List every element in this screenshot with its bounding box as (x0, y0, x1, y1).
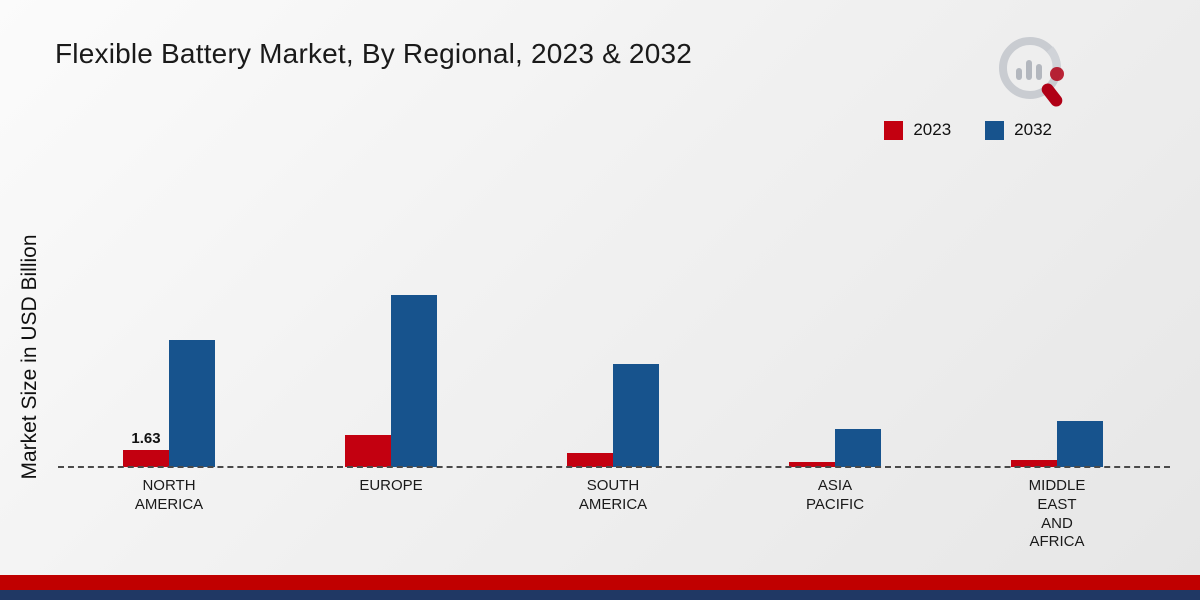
footer-navy-strip (0, 590, 1200, 600)
bar-2032-europe (391, 295, 437, 467)
bar-2032-north-america (169, 340, 215, 467)
bar-2023-south-america (567, 453, 613, 467)
category-label-europe: EUROPE (359, 477, 423, 494)
zero-baseline (58, 466, 1170, 468)
bar-2032-south-america (613, 364, 659, 467)
bar-wrap-2032-south-america (613, 364, 659, 467)
bar-wrap-2032-asia-pacific (835, 429, 881, 467)
bar-wrap-2023-south-america (567, 453, 613, 467)
bar-wrap-2032-middle-east-and-africa (1057, 421, 1103, 467)
chart-title: Flexible Battery Market, By Regional, 20… (55, 38, 693, 69)
bar-wrap-2032-europe (391, 295, 437, 467)
bar-group-europe: EUROPE (345, 295, 437, 494)
bar-wrap-2023-north-america: 1.63 (123, 430, 169, 467)
brand-logo-icon (999, 37, 1064, 107)
category-label-south-america: SOUTH AMERICA (578, 477, 648, 513)
bar-2032-asia-pacific (835, 429, 881, 467)
bar-group-middle-east-and-africa: MIDDLE EAST AND AFRICA (1011, 421, 1103, 550)
bar-group-north-america: 1.63 NORTH AMERICA (123, 340, 215, 513)
category-label-middle-east-and-africa: MIDDLE EAST AND AFRICA (1028, 477, 1086, 551)
bar-wrap-2032-north-america (169, 340, 215, 467)
bar-wrap-2023-europe (345, 435, 391, 467)
y-axis-label: Market Size in USD Billion (18, 234, 41, 480)
bar-2032-middle-east-and-africa (1057, 421, 1103, 467)
legend-label-2023: 2023 (913, 120, 952, 139)
legend-swatch-2032 (985, 120, 1005, 140)
bar-2023-asia-pacific (789, 462, 835, 467)
plot-area: 1.63 NORTH AMERICA EUROPE SOUTH AMERICA ASIA PA… (58, 140, 1168, 550)
bar-value-label-2023-north-america: 1.63 (131, 430, 161, 447)
bar-2023-north-america (123, 450, 169, 467)
category-label-asia-pacific: ASIA PACIFIC (805, 477, 865, 513)
category-label-north-america: NORTH AMERICA (134, 477, 204, 513)
bar-wrap-2023-asia-pacific (789, 462, 835, 467)
bar-group-south-america: SOUTH AMERICA (567, 364, 659, 513)
bar-wrap-2023-middle-east-and-africa (1011, 460, 1057, 467)
footer-red-strip (0, 575, 1200, 590)
legend-item-2023: 2023 (884, 120, 951, 140)
bar-2023-middle-east-and-africa (1011, 460, 1057, 467)
legend-item-2032: 2032 (985, 120, 1052, 140)
legend-swatch-2023 (884, 120, 904, 140)
bar-2023-europe (345, 435, 391, 467)
legend-label-2032: 2032 (1014, 120, 1052, 139)
legend: 2023 2032 (884, 120, 1052, 140)
bar-group-asia-pacific: ASIA PACIFIC (789, 429, 881, 513)
